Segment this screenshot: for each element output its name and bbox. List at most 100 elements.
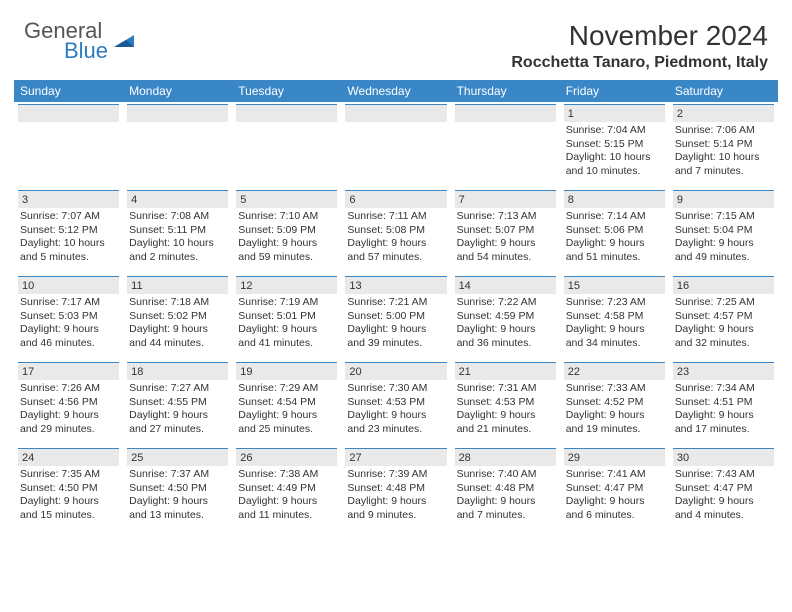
day-cell <box>451 102 560 188</box>
day-line: Sunset: 4:52 PM <box>566 396 663 410</box>
day-line: Daylight: 9 hours and 36 minutes. <box>457 323 554 350</box>
day-body <box>18 122 119 182</box>
weekday-label: Tuesday <box>232 80 341 102</box>
day-line: Daylight: 9 hours and 34 minutes. <box>566 323 663 350</box>
weekday-label: Wednesday <box>341 80 450 102</box>
day-line: Sunrise: 7:35 AM <box>20 468 117 482</box>
day-cell: 27Sunrise: 7:39 AMSunset: 4:48 PMDayligh… <box>341 446 450 532</box>
weekday-label: Saturday <box>669 80 778 102</box>
day-line: Sunset: 4:59 PM <box>457 310 554 324</box>
day-line: Sunrise: 7:04 AM <box>566 124 663 138</box>
day-cell: 9Sunrise: 7:15 AMSunset: 5:04 PMDaylight… <box>669 188 778 274</box>
day-body: Sunrise: 7:18 AMSunset: 5:02 PMDaylight:… <box>127 294 228 351</box>
day-cell <box>123 102 232 188</box>
day-line: Sunset: 5:04 PM <box>675 224 772 238</box>
day-number: 18 <box>127 362 228 380</box>
day-body: Sunrise: 7:31 AMSunset: 4:53 PMDaylight:… <box>455 380 556 437</box>
day-line: Sunset: 5:08 PM <box>347 224 444 238</box>
day-line: Sunrise: 7:38 AM <box>238 468 335 482</box>
day-line: Sunset: 4:50 PM <box>20 482 117 496</box>
day-cell <box>14 102 123 188</box>
day-line: Sunrise: 7:37 AM <box>129 468 226 482</box>
day-number: 12 <box>236 276 337 294</box>
day-number: 24 <box>18 448 119 466</box>
day-line: Daylight: 9 hours and 49 minutes. <box>675 237 772 264</box>
day-line: Sunset: 4:53 PM <box>457 396 554 410</box>
title-block: November 2024 Rocchetta Tanaro, Piedmont… <box>511 20 768 72</box>
day-line: Sunset: 4:56 PM <box>20 396 117 410</box>
day-line: Sunrise: 7:19 AM <box>238 296 335 310</box>
day-cell: 6Sunrise: 7:11 AMSunset: 5:08 PMDaylight… <box>341 188 450 274</box>
day-body: Sunrise: 7:13 AMSunset: 5:07 PMDaylight:… <box>455 208 556 265</box>
day-body: Sunrise: 7:10 AMSunset: 5:09 PMDaylight:… <box>236 208 337 265</box>
day-line: Sunset: 4:55 PM <box>129 396 226 410</box>
day-line: Daylight: 9 hours and 9 minutes. <box>347 495 444 522</box>
day-number: 19 <box>236 362 337 380</box>
weekday-label: Friday <box>560 80 669 102</box>
day-body: Sunrise: 7:34 AMSunset: 4:51 PMDaylight:… <box>673 380 774 437</box>
day-number <box>236 104 337 122</box>
day-line: Sunrise: 7:29 AM <box>238 382 335 396</box>
day-number: 20 <box>345 362 446 380</box>
day-line: Daylight: 9 hours and 7 minutes. <box>457 495 554 522</box>
day-line: Daylight: 9 hours and 17 minutes. <box>675 409 772 436</box>
day-cell: 15Sunrise: 7:23 AMSunset: 4:58 PMDayligh… <box>560 274 669 360</box>
day-body: Sunrise: 7:25 AMSunset: 4:57 PMDaylight:… <box>673 294 774 351</box>
day-body: Sunrise: 7:43 AMSunset: 4:47 PMDaylight:… <box>673 466 774 523</box>
logo-text: General Blue <box>24 20 108 62</box>
day-number: 16 <box>673 276 774 294</box>
day-line: Sunset: 5:11 PM <box>129 224 226 238</box>
day-cell: 10Sunrise: 7:17 AMSunset: 5:03 PMDayligh… <box>14 274 123 360</box>
day-line: Sunset: 4:50 PM <box>129 482 226 496</box>
day-line: Sunrise: 7:07 AM <box>20 210 117 224</box>
day-line: Sunrise: 7:17 AM <box>20 296 117 310</box>
day-line: Sunrise: 7:14 AM <box>566 210 663 224</box>
day-number: 23 <box>673 362 774 380</box>
day-line: Sunset: 4:58 PM <box>566 310 663 324</box>
day-cell: 7Sunrise: 7:13 AMSunset: 5:07 PMDaylight… <box>451 188 560 274</box>
day-line: Daylight: 9 hours and 6 minutes. <box>566 495 663 522</box>
day-cell: 12Sunrise: 7:19 AMSunset: 5:01 PMDayligh… <box>232 274 341 360</box>
day-line: Sunrise: 7:40 AM <box>457 468 554 482</box>
day-line: Sunrise: 7:18 AM <box>129 296 226 310</box>
day-body <box>236 122 337 182</box>
week-row: 24Sunrise: 7:35 AMSunset: 4:50 PMDayligh… <box>14 446 778 532</box>
day-number: 5 <box>236 190 337 208</box>
day-line: Daylight: 9 hours and 15 minutes. <box>20 495 117 522</box>
day-number: 22 <box>564 362 665 380</box>
day-body: Sunrise: 7:41 AMSunset: 4:47 PMDaylight:… <box>564 466 665 523</box>
day-line: Sunrise: 7:27 AM <box>129 382 226 396</box>
day-body: Sunrise: 7:17 AMSunset: 5:03 PMDaylight:… <box>18 294 119 351</box>
day-line: Sunrise: 7:43 AM <box>675 468 772 482</box>
day-number: 17 <box>18 362 119 380</box>
day-cell <box>232 102 341 188</box>
day-line: Daylight: 10 hours and 7 minutes. <box>675 151 772 178</box>
day-cell: 2Sunrise: 7:06 AMSunset: 5:14 PMDaylight… <box>669 102 778 188</box>
day-line: Daylight: 9 hours and 25 minutes. <box>238 409 335 436</box>
logo-triangle-icon <box>112 29 138 55</box>
day-number: 2 <box>673 104 774 122</box>
day-cell: 21Sunrise: 7:31 AMSunset: 4:53 PMDayligh… <box>451 360 560 446</box>
day-line: Daylight: 9 hours and 13 minutes. <box>129 495 226 522</box>
day-number: 6 <box>345 190 446 208</box>
day-body: Sunrise: 7:27 AMSunset: 4:55 PMDaylight:… <box>127 380 228 437</box>
day-line: Daylight: 9 hours and 23 minutes. <box>347 409 444 436</box>
day-cell: 16Sunrise: 7:25 AMSunset: 4:57 PMDayligh… <box>669 274 778 360</box>
day-line: Sunset: 5:12 PM <box>20 224 117 238</box>
day-cell: 30Sunrise: 7:43 AMSunset: 4:47 PMDayligh… <box>669 446 778 532</box>
day-number: 1 <box>564 104 665 122</box>
day-line: Sunset: 4:53 PM <box>347 396 444 410</box>
day-body: Sunrise: 7:29 AMSunset: 4:54 PMDaylight:… <box>236 380 337 437</box>
week-row: 10Sunrise: 7:17 AMSunset: 5:03 PMDayligh… <box>14 274 778 360</box>
day-line: Sunrise: 7:25 AM <box>675 296 772 310</box>
day-line: Sunrise: 7:11 AM <box>347 210 444 224</box>
day-line: Daylight: 9 hours and 51 minutes. <box>566 237 663 264</box>
day-number: 29 <box>564 448 665 466</box>
logo: General Blue <box>24 20 138 62</box>
day-line: Sunset: 4:48 PM <box>347 482 444 496</box>
day-line: Sunset: 4:54 PM <box>238 396 335 410</box>
day-line: Sunset: 4:49 PM <box>238 482 335 496</box>
day-number: 3 <box>18 190 119 208</box>
day-line: Sunrise: 7:31 AM <box>457 382 554 396</box>
day-line: Daylight: 9 hours and 32 minutes. <box>675 323 772 350</box>
